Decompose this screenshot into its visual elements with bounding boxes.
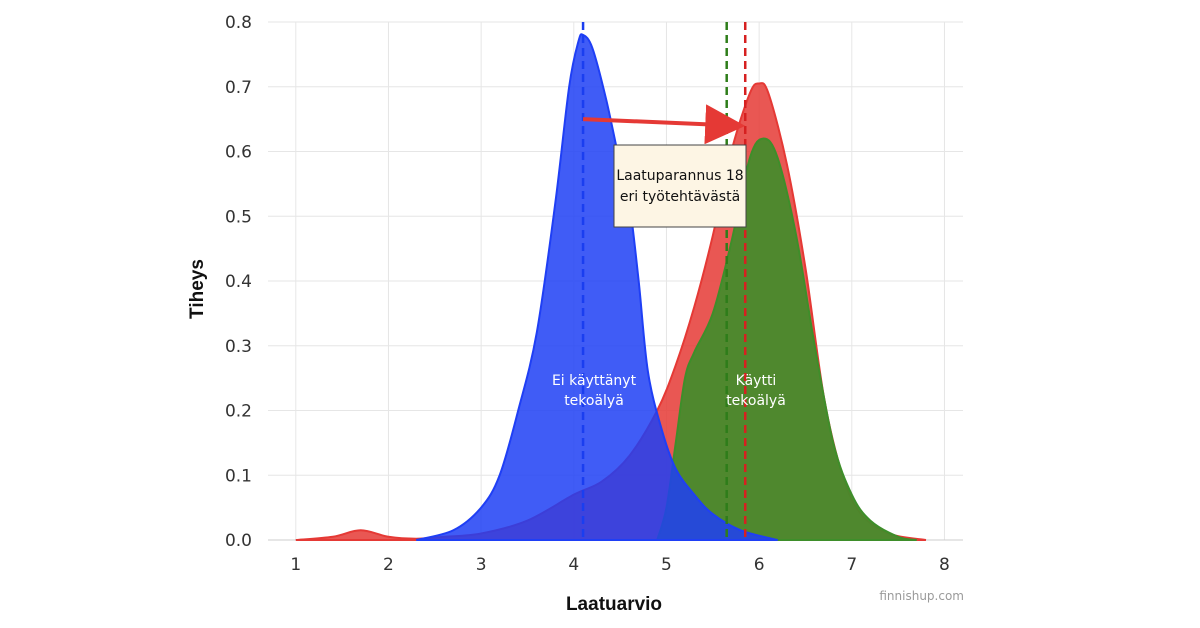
density-area-green <box>655 137 917 541</box>
density-area-blue <box>416 33 778 541</box>
y-tick-label: 0.2 <box>225 402 252 422</box>
x-tick-label: 4 <box>568 555 579 575</box>
x-tick-label: 5 <box>661 555 672 575</box>
x-tick-label: 3 <box>476 555 487 575</box>
left-group-label-2: tekoälyä <box>564 393 624 409</box>
y-axis-title: Tiheys <box>187 259 208 319</box>
left-group-label-1: Ei käyttänyt <box>552 373 637 389</box>
watermark: finnishup.com <box>879 589 964 603</box>
x-tick-label: 8 <box>939 555 950 575</box>
x-tick-label: 6 <box>754 555 765 575</box>
density-areas <box>295 33 927 541</box>
x-tick-label: 1 <box>290 555 301 575</box>
y-tick-label: 0.3 <box>225 337 252 357</box>
y-tick-label: 0.4 <box>225 272 252 292</box>
callout-box <box>613 144 747 228</box>
y-tick-label: 0.1 <box>225 466 252 486</box>
y-tick-label: 0.7 <box>225 78 252 98</box>
callout-line-1: Laatuparannus 18 <box>616 168 743 184</box>
y-tick-label: 0.6 <box>225 143 252 163</box>
improvement-arrow <box>582 104 746 145</box>
y-tick-labels: 0.0 0.1 0.2 0.3 0.4 0.5 0.6 0.7 0.8 <box>225 13 252 551</box>
x-tick-label: 2 <box>383 555 394 575</box>
x-tick-label: 7 <box>846 555 857 575</box>
right-group-label-1: Käytti <box>736 373 777 389</box>
x-axis-title: Laatuarvio <box>566 594 662 615</box>
mean-lines <box>581 22 747 540</box>
y-tick-label: 0.8 <box>225 13 252 33</box>
y-tick-label: 0.0 <box>225 531 252 551</box>
y-tick-label: 0.5 <box>225 207 252 227</box>
x-tick-labels: 1 2 3 4 5 6 7 8 <box>290 555 949 575</box>
right-group-label-2: tekoälyä <box>726 393 786 409</box>
callout-line-2: eri työtehtävästä <box>620 189 740 205</box>
